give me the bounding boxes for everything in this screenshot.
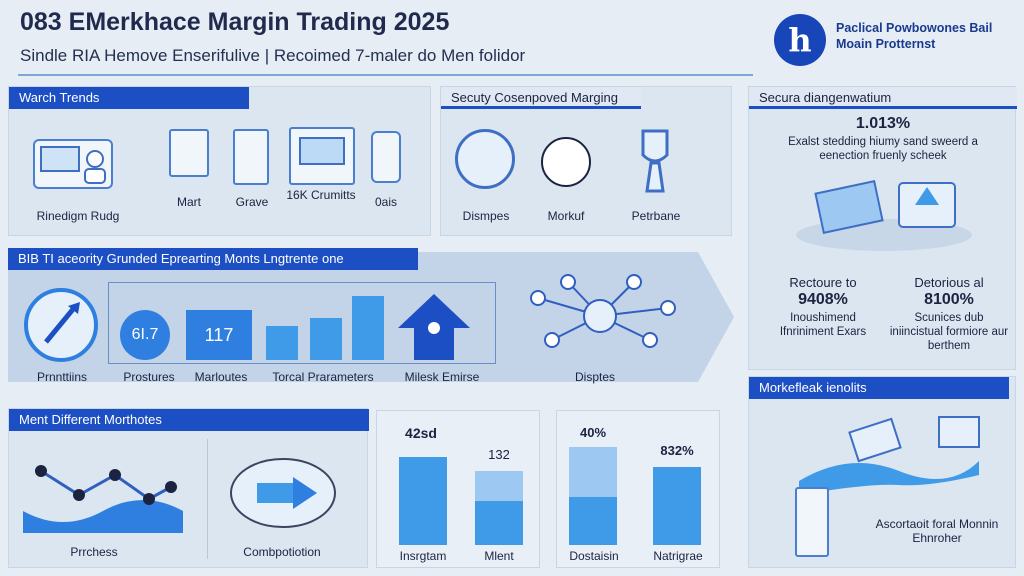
chart-right-panel: 40% 832% Dostaisin Natrigrae	[556, 410, 720, 568]
watch-item-4-label: 16K Crumitts	[286, 188, 356, 202]
left-stat-desc: Inoushimend Ifnriniment Exars	[779, 312, 867, 338]
person-icon	[541, 137, 591, 187]
methods-panel: Ment Different Morthotes Prrchess Combpo…	[8, 408, 369, 568]
grounded-bar-3	[352, 296, 384, 360]
trophy-icon	[637, 127, 673, 197]
divider-line	[207, 439, 208, 559]
grounded-item-6-label: Disptes	[574, 370, 615, 384]
security-grounded-header: BIB TI aceority Grunded Eprearting Monts…	[8, 248, 418, 270]
chart-left-bar-b	[475, 501, 523, 545]
marketfeak-caption: Ascortaoit foral Monnin Ehnroher	[875, 517, 999, 545]
grounded-bar-1	[266, 326, 298, 360]
left-stat: 9408%	[798, 291, 848, 308]
security-item-2-label: Morkuf	[547, 209, 585, 223]
trend-line-icon	[23, 449, 183, 533]
compass-icon	[24, 288, 98, 362]
security-diag-desc: Exalst stedding hiumy sand sweerd a eene…	[788, 136, 978, 162]
monitor-user-icon	[33, 139, 113, 189]
grounded-item-5-label: Milesk Emirse	[404, 370, 480, 384]
merge-icon	[227, 453, 339, 533]
watch-item-2-label: Mart	[177, 195, 201, 209]
device-icon	[371, 131, 401, 183]
watch-trends-header: Warch Trends	[9, 87, 249, 109]
page-subtitle: Sindle RIA Hemove Enserifulive | Recoime…	[20, 46, 526, 65]
grounded-bar-2	[310, 318, 342, 360]
grounded-circle-stat: 6I.7	[120, 310, 170, 360]
grounded-item-1-label: Prnnttiins	[36, 370, 88, 384]
report-icon	[233, 129, 269, 185]
watch-item-5-label: 0ais	[374, 195, 397, 209]
security-item-3-label: Petrbane	[631, 209, 681, 223]
chart-left-bar-b-top	[475, 471, 523, 501]
brand-logo: h	[774, 14, 826, 66]
grounded-item-2-label: Prostures	[123, 370, 175, 384]
chart-left-bar-a	[399, 457, 447, 545]
chart-right-cat-a: Dostaisin	[569, 549, 619, 563]
chart-right-label-a: 40%	[579, 425, 607, 440]
marketfeak-panel: Morkefleak ienolits Ascortaoit foral Mon…	[748, 376, 1016, 568]
chart-left-cat-a: Insrgtam	[399, 549, 447, 563]
right-stat-title: Detorious al	[914, 275, 984, 290]
grounded-item-3-label: Marloutes	[194, 370, 248, 384]
marketfeak-header: Morkefleak ienolits	[749, 377, 1009, 399]
security-panel: Secuty Cosenpoved Marging Dismpes Morkuf…	[440, 86, 732, 236]
market-illustration-icon	[789, 411, 989, 511]
up-arrow-icon	[398, 294, 470, 360]
grounded-chart-frame	[108, 282, 496, 364]
document-chart-icon	[169, 129, 209, 177]
chart-left-label-b: 132	[488, 447, 510, 462]
chart-left-cat-b: Mlent	[484, 549, 514, 563]
chart-right-bar-a	[569, 497, 617, 545]
globe-icon	[455, 129, 515, 189]
devices-illustration-icon	[789, 173, 979, 253]
chart-right-bar-a-top	[569, 447, 617, 497]
security-diag-panel: Secura diangenwatium 1.013% Exalst stedd…	[748, 86, 1017, 370]
header-divider	[18, 74, 753, 76]
chart-left-panel: 42sd 132 Insrgtam Mlent	[376, 410, 540, 568]
security-grounded-arrow	[698, 252, 734, 382]
grounded-block-stat: 117	[186, 310, 252, 360]
watch-item-3-label: Grave	[235, 195, 269, 209]
chart-right-cat-b: Natrigrae	[653, 549, 703, 563]
chart-right-label-b: 832%	[660, 443, 694, 458]
book-icon	[795, 487, 829, 557]
security-item-1-label: Dismpes	[462, 209, 510, 223]
right-stat-desc: Scunices dub iniincistual formiore aur b…	[889, 312, 1009, 352]
chart-right-bar-b	[653, 467, 701, 545]
methods-header: Ment Different Morthotes	[9, 409, 369, 431]
security-diag-header: Secura diangenwatium	[749, 87, 1017, 109]
brand-text: Paclical Powbowones Bail Moain Protterns…	[836, 21, 993, 51]
screen-icon	[289, 127, 355, 185]
chart-left-label-a: 42sd	[405, 425, 437, 441]
methods-item-2-label: Combpotiotion	[243, 545, 321, 559]
watch-trends-panel: Warch Trends Rinedigm Rudg Mart Grave 16…	[8, 86, 431, 236]
security-header: Secuty Cosenpoved Marging	[441, 87, 641, 109]
security-diag-stat: 1.013%	[855, 115, 911, 132]
right-stat: 8100%	[924, 291, 974, 308]
methods-item-1-label: Prrchess	[70, 545, 118, 559]
left-stat-title: Rectoure to	[789, 275, 857, 290]
watch-item-1-label: Rinedigm Rudg	[36, 209, 120, 223]
page-title: 083 EMerkhace Margin Trading 2025	[20, 8, 450, 36]
grounded-item-4-label: Torcal Prarameters	[272, 370, 374, 384]
network-icon	[508, 268, 694, 364]
